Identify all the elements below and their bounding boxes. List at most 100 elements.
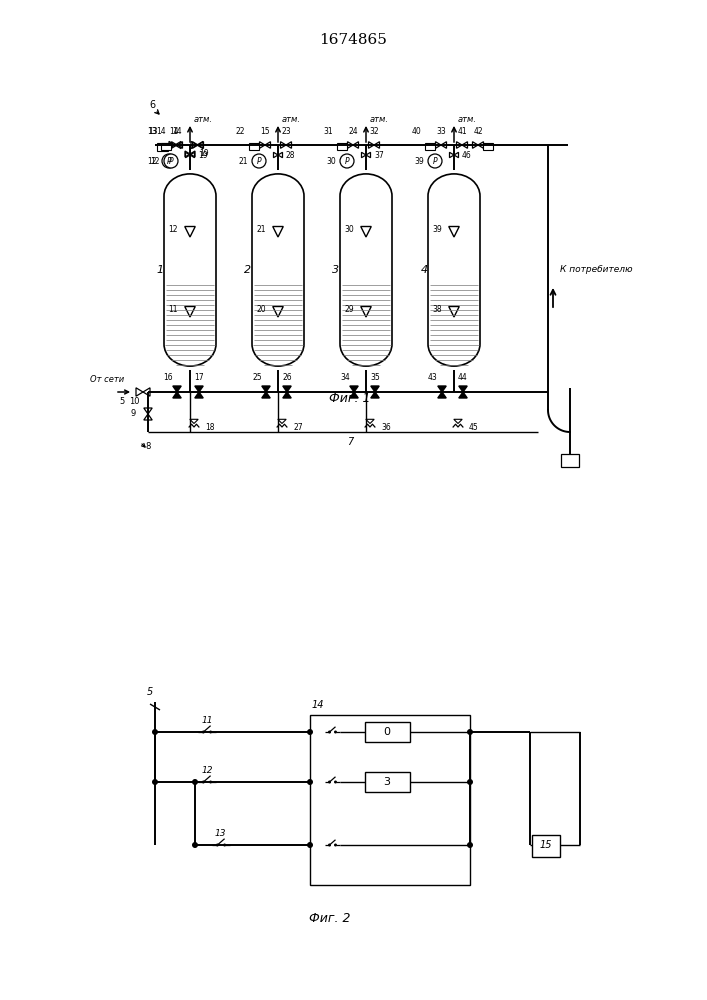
Circle shape (307, 729, 313, 735)
Text: 25: 25 (252, 373, 262, 382)
Polygon shape (459, 392, 467, 398)
Text: 13: 13 (214, 829, 226, 838)
Text: 34: 34 (340, 373, 350, 382)
Text: 27: 27 (293, 422, 303, 432)
Text: 14: 14 (173, 127, 182, 136)
Text: От сети: От сети (90, 375, 124, 384)
Circle shape (467, 729, 473, 735)
Text: 11: 11 (168, 306, 178, 314)
Text: 30: 30 (326, 156, 336, 165)
Text: К потребителю: К потребителю (560, 265, 633, 274)
Text: 1674865: 1674865 (319, 33, 387, 47)
Circle shape (164, 154, 178, 168)
Text: 11: 11 (201, 716, 213, 725)
Circle shape (328, 780, 331, 784)
Polygon shape (350, 392, 358, 398)
Text: 31: 31 (323, 127, 333, 136)
Text: 21: 21 (257, 226, 266, 234)
Text: 43: 43 (428, 373, 438, 382)
Text: 39: 39 (432, 226, 442, 234)
Text: P: P (167, 156, 171, 165)
Text: 46: 46 (462, 150, 472, 159)
Text: P: P (257, 156, 262, 165)
Text: 26: 26 (282, 373, 292, 382)
Text: 5: 5 (119, 396, 124, 406)
Text: 5: 5 (147, 687, 153, 697)
Text: 12: 12 (201, 766, 213, 775)
Text: 1: 1 (156, 265, 163, 275)
Text: 42: 42 (473, 127, 483, 136)
Text: атм.: атм. (458, 115, 477, 124)
Polygon shape (459, 386, 467, 392)
Text: 4: 4 (421, 265, 428, 275)
Bar (425, 143, 435, 150)
Text: 37: 37 (374, 150, 384, 159)
Polygon shape (438, 386, 446, 392)
Text: 45: 45 (469, 422, 479, 432)
Text: 41: 41 (457, 127, 467, 136)
Polygon shape (262, 392, 270, 398)
Text: P: P (345, 156, 349, 165)
Polygon shape (370, 392, 379, 398)
Circle shape (340, 154, 354, 168)
Circle shape (202, 780, 205, 784)
Text: Фиг. 2: Фиг. 2 (309, 912, 351, 925)
Text: 23: 23 (281, 127, 291, 136)
Text: 14: 14 (156, 127, 166, 136)
Text: 10: 10 (129, 396, 139, 406)
Text: 13: 13 (148, 127, 158, 136)
Text: 33: 33 (436, 127, 446, 136)
Text: 40: 40 (411, 127, 421, 136)
Circle shape (307, 779, 313, 785)
Polygon shape (173, 392, 181, 398)
Bar (561, 454, 579, 467)
Circle shape (202, 730, 205, 734)
Circle shape (216, 844, 219, 846)
Circle shape (467, 779, 473, 785)
Bar (157, 143, 168, 151)
Circle shape (223, 844, 226, 846)
Text: 32: 32 (369, 127, 379, 136)
Text: 12: 12 (151, 156, 160, 165)
Text: 12: 12 (148, 156, 157, 165)
Bar (483, 143, 493, 150)
Circle shape (328, 844, 331, 846)
Polygon shape (283, 392, 291, 398)
Circle shape (328, 730, 331, 734)
Text: 0: 0 (383, 727, 390, 737)
Text: 13: 13 (147, 127, 157, 136)
Bar (337, 143, 347, 150)
Text: 14: 14 (169, 127, 179, 136)
Text: P: P (433, 156, 438, 165)
Circle shape (209, 730, 212, 734)
Circle shape (467, 842, 473, 848)
Bar (365, 772, 410, 792)
Text: 24: 24 (348, 127, 358, 136)
Polygon shape (438, 392, 446, 398)
Text: 38: 38 (433, 306, 442, 314)
Text: 15: 15 (539, 840, 552, 850)
Polygon shape (262, 386, 270, 392)
Bar (161, 143, 171, 150)
Text: 14: 14 (312, 700, 325, 710)
Text: 17: 17 (194, 373, 204, 382)
Text: 20: 20 (257, 306, 266, 314)
Polygon shape (195, 386, 203, 392)
Circle shape (209, 780, 212, 784)
Text: 3: 3 (332, 265, 339, 275)
Bar (310, 715, 470, 885)
Text: 30: 30 (344, 226, 354, 234)
Text: атм.: атм. (282, 115, 301, 124)
Circle shape (428, 154, 442, 168)
Text: Фиг. 1: Фиг. 1 (329, 392, 370, 405)
Text: 12: 12 (168, 226, 178, 234)
Text: P: P (169, 156, 173, 165)
Text: 9: 9 (131, 410, 136, 418)
Text: 19: 19 (198, 150, 208, 159)
Text: 3: 3 (383, 777, 390, 787)
Circle shape (192, 779, 198, 785)
Text: атм.: атм. (370, 115, 389, 124)
Circle shape (152, 779, 158, 785)
Polygon shape (283, 386, 291, 392)
Text: атм.: атм. (194, 115, 213, 124)
